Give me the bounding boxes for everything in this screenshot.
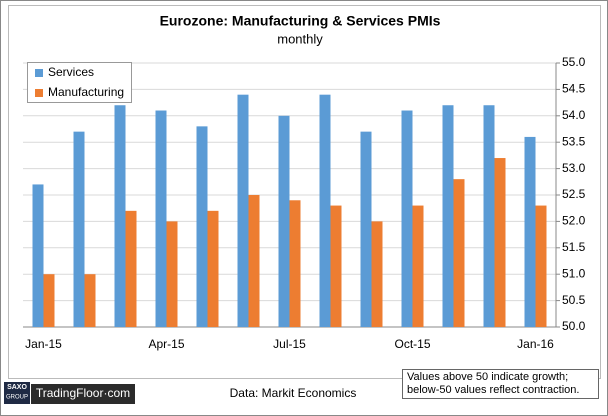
bar	[453, 179, 465, 327]
brand: TradingFloor·com	[36, 386, 130, 400]
bar	[196, 126, 208, 327]
note-box	[402, 369, 599, 399]
bar	[43, 274, 55, 327]
y-tick-label: 53.0	[562, 161, 586, 175]
bar	[155, 110, 167, 328]
x-tick-label: Jan-15	[25, 337, 62, 351]
bar	[114, 105, 126, 328]
x-tick-label: Jul-15	[273, 337, 306, 351]
y-tick-label: 54.0	[562, 108, 586, 122]
bar	[442, 105, 454, 328]
y-tick-label: 50.0	[562, 319, 586, 333]
y-tick-label: 52.5	[562, 187, 586, 201]
legend-label: Manufacturing	[48, 85, 124, 99]
bar	[371, 221, 383, 327]
chart-subtitle: monthly	[277, 31, 323, 46]
bar	[483, 105, 495, 328]
bar	[207, 210, 219, 327]
bar	[73, 131, 85, 327]
bar	[248, 195, 260, 327]
y-tick-label: 52.0	[562, 214, 586, 228]
logo-text: SAXO	[7, 384, 27, 391]
chart-title: Eurozone: Manufacturing & Services PMIs	[160, 13, 441, 29]
x-tick-label: Oct-15	[394, 337, 430, 351]
bar	[494, 158, 506, 327]
bar	[360, 131, 372, 327]
source: Data: Markit Economics	[230, 386, 357, 400]
brand-box	[31, 384, 135, 404]
logo-text: GROUP	[6, 395, 28, 401]
y-tick-label: 51.5	[562, 240, 586, 254]
bar	[289, 200, 301, 327]
chart-frame	[8, 5, 601, 379]
logo-box	[4, 382, 30, 404]
bar	[32, 184, 44, 327]
x-tick-label: Jan-16	[517, 337, 554, 351]
y-tick-label: 53.5	[562, 134, 586, 148]
bar	[166, 221, 178, 327]
y-tick-label: 54.5	[562, 82, 586, 96]
x-tick-label: Apr-15	[148, 337, 184, 351]
note: below-50 values reflect contraction.	[407, 384, 579, 396]
bar	[412, 205, 424, 327]
bar	[524, 136, 536, 327]
bar	[278, 115, 290, 327]
y-tick-label: 50.5	[562, 293, 586, 307]
legend-swatch	[35, 69, 43, 77]
bar	[535, 205, 547, 327]
legend-label: Services	[48, 65, 94, 79]
note: Values above 50 indicate growth;	[407, 371, 568, 383]
legend-swatch	[35, 89, 43, 97]
bar	[401, 110, 413, 328]
bar	[330, 205, 342, 327]
y-tick-label: 51.0	[562, 266, 586, 280]
legend-box	[27, 62, 132, 103]
y-tick-label: 55.0	[562, 55, 586, 69]
bar	[125, 210, 137, 327]
bar	[319, 94, 331, 328]
bar	[237, 94, 249, 328]
bar	[84, 274, 96, 327]
